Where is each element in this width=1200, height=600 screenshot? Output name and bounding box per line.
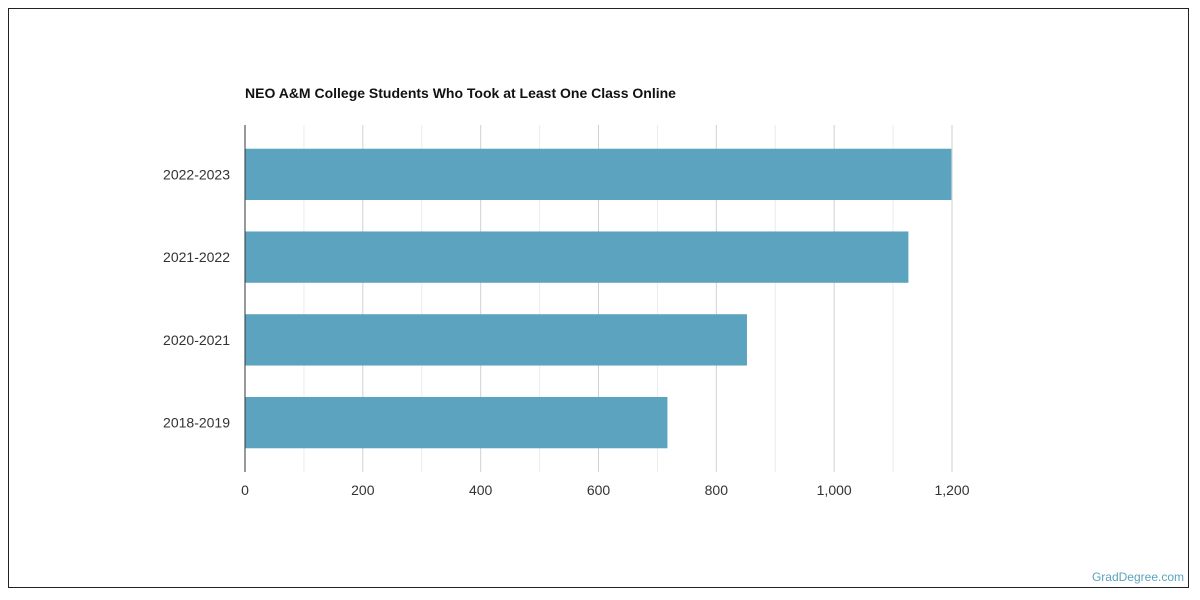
y-tick-label: 2020-2021 <box>163 332 230 348</box>
x-tick-label: 1,200 <box>934 482 969 498</box>
x-tick-label: 1,000 <box>817 482 852 498</box>
y-tick-label: 2022-2023 <box>163 166 230 182</box>
bar-2018-2019[interactable] <box>245 396 668 449</box>
chart-title: NEO A&M College Students Who Took at Lea… <box>245 85 676 101</box>
x-tick-label: 800 <box>705 482 729 498</box>
x-tick-label: 0 <box>241 482 249 498</box>
x-tick-label: 400 <box>469 482 493 498</box>
tick-labels: 2022-2023 2021-2022 2020-2021 2018-2019 0 200… <box>163 166 970 498</box>
x-tick-label: 600 <box>587 482 611 498</box>
x-tick-label: 200 <box>351 482 375 498</box>
bar-2022-2023[interactable] <box>245 148 952 201</box>
watermark-link[interactable]: GradDegree.com <box>1091 570 1184 584</box>
y-tick-label: 2021-2022 <box>163 249 230 265</box>
bars <box>245 148 952 449</box>
y-tick-label: 2018-2019 <box>163 415 230 431</box>
bar-2021-2022[interactable] <box>245 231 909 283</box>
bar-2020-2021[interactable] <box>245 314 747 366</box>
